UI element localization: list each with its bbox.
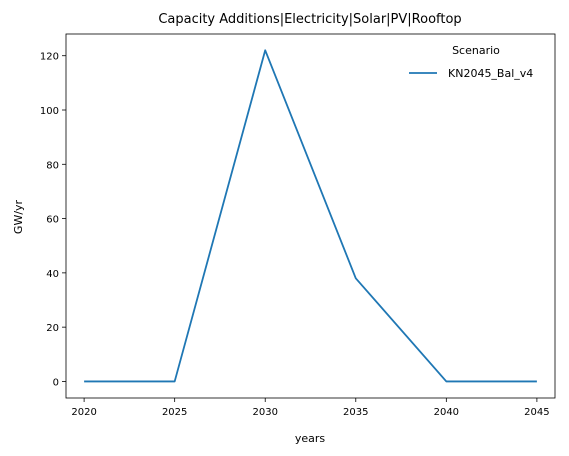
x-tick-label-4: 2040	[434, 407, 459, 418]
legend-label-kn2045-bal-v4: KN2045_Bal_v4	[448, 67, 533, 80]
y-tick-label-2: 40	[46, 269, 59, 280]
x-tick-label-1: 2025	[162, 407, 187, 418]
x-tick-label-2: 2030	[252, 407, 277, 418]
plot-area	[65, 33, 556, 399]
y-tick-label-5: 100	[40, 106, 59, 117]
series-line-0	[84, 49, 537, 383]
y-tick-label-3: 60	[46, 215, 59, 226]
y-tick-label-4: 80	[46, 160, 59, 171]
y-tick-label-1: 20	[46, 323, 59, 334]
x-axis-label: years	[295, 432, 326, 445]
y-tick-label-6: 120	[40, 52, 59, 63]
legend: Scenario KN2045_Bal_v4	[409, 44, 533, 80]
x-tick-label-0: 2020	[71, 407, 96, 418]
x-tick-label-3: 2035	[343, 407, 368, 418]
x-tick-label-5: 2045	[524, 407, 549, 418]
x-axis: 2020 2025 2030 2035 2040 2045	[71, 398, 550, 418]
y-axis: 0 20 40 60 80 100 120	[40, 52, 66, 388]
plot-frame	[65, 33, 556, 399]
chart-title: Capacity Additions|Electricity|Solar|PV|…	[158, 12, 461, 27]
y-tick-label-0: 0	[53, 377, 59, 388]
series-group	[84, 49, 537, 383]
legend-title: Scenario	[452, 44, 500, 57]
y-axis-label: GW/yr	[12, 199, 25, 234]
